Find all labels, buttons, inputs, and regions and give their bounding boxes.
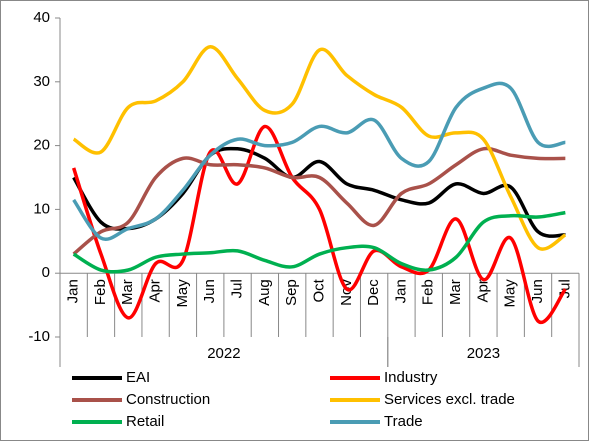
legend-label: Trade [384,413,423,430]
group-label: 2022 [207,345,240,362]
x-tick-label: Mar [447,279,464,305]
x-tick-label: May [502,279,519,308]
series-line [71,124,567,325]
x-tick-label: Aug [256,279,273,306]
y-tick-label: 0 [42,264,50,281]
x-tick-label: Nov [338,279,355,306]
series-line [72,44,567,251]
x-tick-label: Jul [229,279,246,298]
x-tick-label: Jun [529,279,546,303]
x-tick-label: Jan [392,279,409,303]
legend-label: Construction [126,391,210,408]
series-line [72,81,566,241]
y-tick-label: 30 [33,73,50,90]
x-tick-label: Feb [92,279,109,305]
x-tick-label: Dec [365,279,382,306]
x-tick-label: Jan [65,279,82,303]
y-tick-label: 10 [33,200,50,217]
y-tick-label: 40 [33,9,50,26]
x-tick-label: Feb [420,279,437,305]
x-tick-label: Sep [283,279,300,306]
legend-label: Retail [126,413,164,430]
x-tick-label: May [174,279,191,308]
x-tick-label: Apr [147,279,164,302]
x-tick-label: Apr [474,279,491,302]
x-tick-label: Oct [310,278,327,302]
legend-label: Services excl. trade [384,391,515,408]
x-tick-label: Mar [119,279,136,305]
y-tick-label: 20 [33,137,50,154]
series-line [72,210,566,274]
group-label: 2023 [467,345,500,362]
series-line [72,146,566,256]
x-tick-label: Jun [201,279,218,303]
legend-label: Industry [384,369,438,386]
legend-label: EAI [126,369,150,386]
y-tick-label: -10 [28,328,50,345]
